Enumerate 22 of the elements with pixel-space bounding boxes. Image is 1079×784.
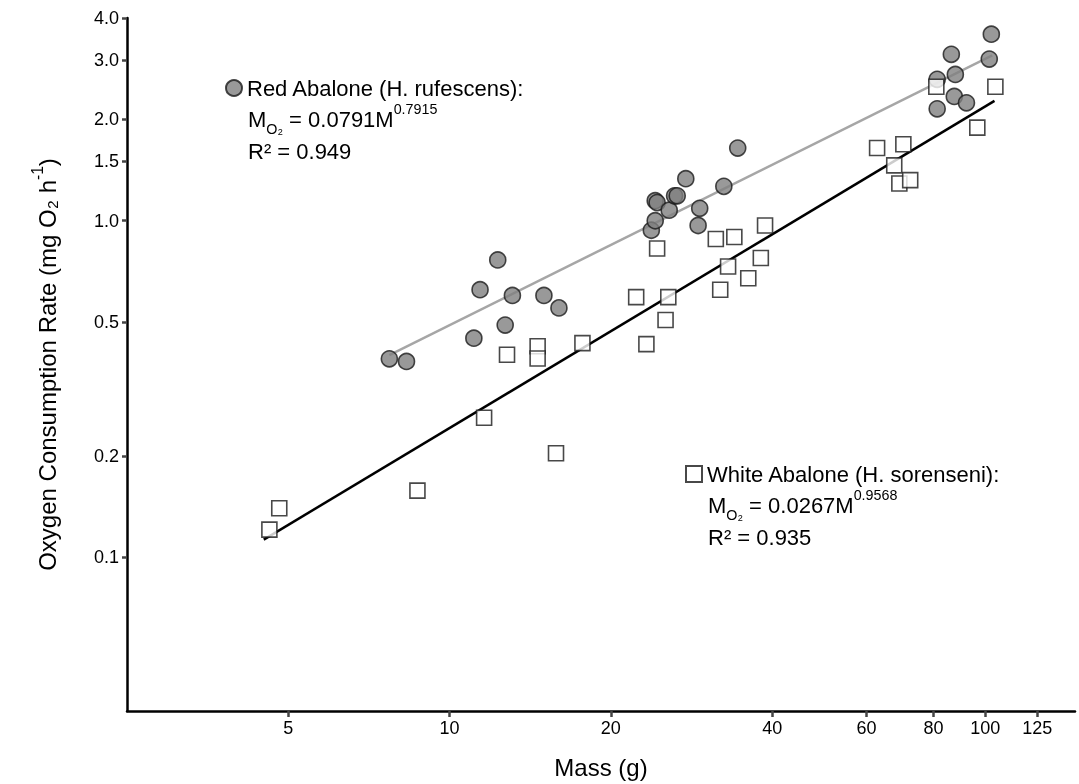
- y-tick-label: 0.1: [93, 547, 119, 568]
- y-tick-label: 1.0: [93, 210, 119, 231]
- x-tick-label: 20: [600, 718, 621, 738]
- annotation: R² = 0.949: [248, 138, 352, 164]
- y-axis-title: Oxygen Consumption Rate (mg O₂ h-1): [28, 158, 61, 571]
- x-tick-label: 60: [856, 718, 877, 738]
- x-tick-label: 5: [283, 718, 294, 738]
- y-tick-label: 4.0: [93, 8, 119, 28]
- x-tick-label: 80: [923, 718, 944, 738]
- x-tick-label: 125: [1022, 718, 1053, 738]
- y-tick-label: 3.0: [93, 50, 119, 71]
- y-tick-label: 0.2: [93, 446, 119, 467]
- y-tick-label: 1.5: [93, 151, 119, 172]
- x-tick-label: 10: [439, 718, 460, 738]
- y-tick-label: 0.5: [93, 312, 119, 333]
- x-tick-label: 100: [970, 718, 1001, 738]
- x-axis-title: Mass (g): [554, 753, 648, 781]
- annotation: R² = 0.935: [708, 524, 812, 550]
- legend-label: Red Abalone (H. rufescens):: [247, 75, 524, 101]
- legend-label: White Abalone (H. sorenseni):: [707, 461, 1000, 487]
- y-tick-label: 2.0: [93, 109, 119, 130]
- x-tick-label: 40: [762, 718, 783, 738]
